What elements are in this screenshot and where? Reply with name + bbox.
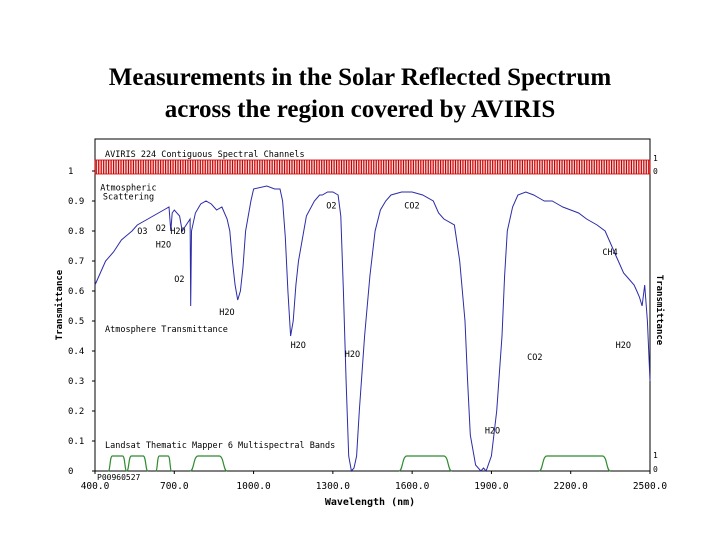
landsat-band <box>538 455 611 472</box>
x-tick-label: 1000.0 <box>236 481 271 492</box>
right-axis-upper-bottom: 0 <box>653 167 658 176</box>
y-tick-label: 0.2 <box>68 407 84 417</box>
absorption-label: H2O <box>156 241 171 251</box>
y-tick-label: 0.9 <box>68 197 84 207</box>
y-tick-label: 0.3 <box>68 377 84 387</box>
absorption-label: Atmospheric <box>100 184 156 194</box>
absorption-label: CO2 <box>404 202 419 212</box>
absorption-label: H2O <box>485 427 500 437</box>
y-axis-title-right: Transmittance <box>654 275 665 346</box>
y-tick-label: 0.6 <box>68 287 84 297</box>
slide-title-line-2: across the region covered by AVIRIS <box>164 96 556 123</box>
landsat-band <box>126 455 149 472</box>
absorption-label: H2O <box>345 350 360 360</box>
aviris-band-strip <box>94 159 651 175</box>
slide-title: Measurements in the Solar Reflected Spec… <box>0 62 720 126</box>
absorption-label: H2O <box>219 308 234 318</box>
landsat-band <box>398 455 453 472</box>
x-tick-label: 400.0 <box>81 481 110 492</box>
absorption-label: CH4 <box>602 248 617 258</box>
landsat-band <box>107 455 128 472</box>
y-tick-label: 0 <box>68 467 73 477</box>
absorption-label: H2O <box>291 341 306 351</box>
x-tick-label: 2500.0 <box>633 481 668 492</box>
plot-frame <box>94 138 651 472</box>
x-tick-label: 2200.0 <box>554 481 589 492</box>
absorption-label: O3 <box>137 227 147 237</box>
y-tick-label: 0.4 <box>68 347 84 357</box>
transmittance-label: Atmosphere Transmittance <box>105 325 228 335</box>
x-tick-label: 1300.0 <box>316 481 351 492</box>
x-tick-label: 1900.0 <box>474 481 509 492</box>
x-tick-label: 700.0 <box>160 481 189 492</box>
absorption-label: Scattering <box>103 193 154 203</box>
landsat-band <box>155 455 173 472</box>
landsat-label: Landsat Thematic Mapper 6 Multispectral … <box>105 441 335 451</box>
landsat-band <box>189 455 228 472</box>
y-tick-label: 0.5 <box>68 317 84 327</box>
absorption-label: CO2 <box>527 353 542 363</box>
id-label: P00960527 <box>97 473 141 482</box>
y-tick-label: 1 <box>68 167 73 177</box>
y-tick-label: 0.1 <box>68 437 84 447</box>
x-tick-label: 1600.0 <box>395 481 430 492</box>
right-axis-lower-top: 1 <box>653 451 658 460</box>
right-axis-lower-bottom: 0 <box>653 465 658 474</box>
y-axis-title-left: Transmittance <box>54 269 65 340</box>
aviris-channel-band <box>94 159 651 175</box>
slide-title-line-1: Measurements in the Solar Reflected Spec… <box>108 64 612 91</box>
y-tick-label: 0.7 <box>68 257 84 267</box>
axes: 0 0.1 0.2 0.3 0.4 0.5 0.6 0.7 0.8 0.9 1 400.0 700.0 1… <box>68 167 667 492</box>
y-tick-label: 0.8 <box>68 227 84 237</box>
aviris-band-label: AVIRIS 224 Contiguous Spectral Channels <box>105 150 305 160</box>
landsat-bands <box>107 455 611 472</box>
absorption-label: O2 <box>174 275 184 285</box>
right-axis-upper-top: 1 <box>653 154 658 163</box>
x-axis-title: Wavelength (nm) <box>325 497 415 508</box>
absorption-label: H2O <box>616 341 631 351</box>
absorption-label: H2O <box>170 227 185 237</box>
transmittance-line <box>94 185 651 473</box>
absorption-label: O2 <box>326 202 336 212</box>
transmittance-series <box>94 185 651 473</box>
absorption-label: O2 <box>156 224 166 234</box>
